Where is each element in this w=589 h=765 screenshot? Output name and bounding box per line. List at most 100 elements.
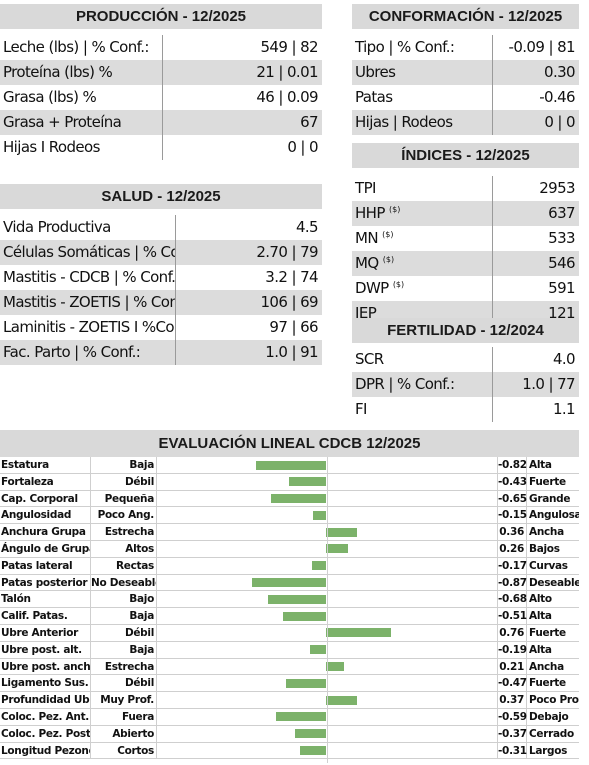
conformacion-row-label-text: Patas <box>355 88 393 106</box>
trait-bar <box>286 678 326 688</box>
produccion-row-label-text: Leche (lbs) | % Conf.: <box>3 38 149 56</box>
indices-row: TPI 2953 <box>352 176 579 201</box>
indices-row: HHP ($) 637 <box>352 201 579 226</box>
fertilidad-row-label: DPR | % Conf.: <box>352 372 493 397</box>
produccion-row-label: Grasa + Proteína <box>0 110 163 135</box>
trait-high-label: Cerrado <box>529 727 574 740</box>
salud-row: Vida Productiva 4.5 <box>0 215 322 240</box>
trait-high-label: Alta <box>529 610 552 623</box>
salud-row-label-text: Laminitis - ZOETIS I %Conf.: <box>3 318 176 336</box>
trait-value: 0.26 <box>498 540 527 557</box>
indices-row-label-text: TPI <box>355 179 376 197</box>
salud-row-label-text: Fac. Parto | % Conf.: <box>3 343 141 361</box>
trait-bar-cell <box>157 675 498 692</box>
indices-row-value: 2953 <box>539 179 575 197</box>
salud-row-label-text: Mastitis - CDCB | % Conf.: <box>3 268 176 286</box>
produccion-row-label: Proteína (lbs) % <box>0 60 163 85</box>
fertilidad-row-label-text: FI <box>355 400 367 418</box>
salud-row-value: 97 | 66 <box>269 318 318 336</box>
trait-bar <box>270 494 326 504</box>
conformacion-row: Hijas | Rodeos 0 | 0 <box>352 110 579 135</box>
trait-bar-cell <box>157 524 498 540</box>
salud-row: Mastitis - CDCB | % Conf.: 3.2 | 74 <box>0 265 322 290</box>
fertilidad-rows: SCR 4.0 DPR | % Conf.: 1.0 | 77 FI 1.1 <box>352 347 579 422</box>
indices-row-label-text: DWP <box>355 279 389 297</box>
salud-row-label: Vida Productiva <box>0 215 176 240</box>
salud-row-value: 4.5 <box>295 218 319 236</box>
indices-row-label: TPI <box>352 176 493 201</box>
trait-bar <box>311 561 326 571</box>
trait-value: -0.19 <box>498 641 527 658</box>
produccion-row-label-text: Proteína (lbs) % <box>3 63 113 81</box>
conformacion-row-label: Tipo | % Conf.: <box>352 35 493 60</box>
trait-name: Calif. Patas. <box>0 608 91 624</box>
trait-name: Ubre Anterior <box>0 624 91 641</box>
trait-value: -0.82 <box>498 457 527 473</box>
trait-low-label: Altos <box>91 540 157 557</box>
fertilidad-row: DPR | % Conf.: 1.0 | 77 <box>352 372 579 397</box>
trait-high-label: Alto <box>529 593 552 606</box>
trait-high-label: Bajos <box>529 542 560 555</box>
trait-bar <box>294 729 326 739</box>
trait-name: Ubre post. alt. <box>0 641 91 658</box>
salud-rows: Vida Productiva 4.5 Células Somáticas | % … <box>0 215 322 365</box>
trait-low-label: Bajo <box>91 591 157 608</box>
evaluacion-row: Cap. Corporal Pequeña -0.65 Grande <box>0 490 579 508</box>
trait-high-label: Fuerte <box>529 626 566 639</box>
trait-bar-cell <box>157 490 498 507</box>
evaluacion-row: Angulosidad Poco Ang. -0.15 Angulosa <box>0 507 579 525</box>
salud-row: Laminitis - ZOETIS I %Conf.: 97 | 66 <box>0 315 322 340</box>
evaluacion-row: Ubre post. anch. Estrecha 0.21 Ancha <box>0 658 579 676</box>
produccion-row: Grasa + Proteína 67 <box>0 110 322 135</box>
trait-low-label: Fuera <box>91 708 157 725</box>
trait-bar-cell <box>157 540 498 557</box>
conformacion-title: CONFORMACIÓN - 12/2025 <box>352 4 579 29</box>
produccion-row-label-text: Hijas I Rodeos <box>3 138 100 156</box>
evaluacion-center-axis <box>327 457 328 763</box>
fertilidad-row-value: 1.0 | 77 <box>522 375 575 393</box>
produccion-row: Grasa (lbs) % 46 | 0.09 <box>0 85 322 110</box>
trait-high-label: Ancha <box>529 660 564 673</box>
trait-value: -0.31 <box>498 742 527 759</box>
trait-value: -0.65 <box>498 490 527 507</box>
salud-row: Fac. Parto | % Conf.: 1.0 | 91 <box>0 340 322 365</box>
trait-bar-cell <box>157 608 498 624</box>
trait-high-label: Fuerte <box>529 677 566 690</box>
trait-bar-cell <box>157 557 498 574</box>
evaluacion-rows: Estatura Baja -0.82 Alta Fortaleza Débil -0.43… <box>0 457 579 760</box>
trait-bar-cell <box>157 591 498 608</box>
salud-row-label-text: Vida Productiva <box>3 218 111 236</box>
indices-row-label: HHP ($) <box>352 201 493 226</box>
conformacion-row-value: -0.09 | 81 <box>508 38 576 56</box>
trait-name: Profundidad Ubre <box>1 692 91 708</box>
produccion-rows: Leche (lbs) | % Conf.: 549 | 82 Proteína (… <box>0 35 322 160</box>
indices-row-label-text: IEP <box>355 304 377 322</box>
produccion-row: Proteína (lbs) % 21 | 0.01 <box>0 60 322 85</box>
salud-row-label: Células Somáticas | % Conf.: <box>0 240 176 265</box>
trait-bar <box>313 510 326 520</box>
salud-row-value: 106 | 69 <box>260 293 318 311</box>
trait-low-label: Poco Ang. <box>91 507 157 524</box>
conformacion-row-value: 0.30 <box>544 63 576 81</box>
produccion-row-label: Grasa (lbs) % <box>0 85 163 110</box>
trait-value: -0.47 <box>498 675 527 692</box>
trait-name: Anchura Grupa <box>0 524 91 540</box>
trait-name: Ángulo de Grupa <box>1 540 91 557</box>
trait-bar-cell <box>157 692 498 708</box>
produccion-row-value: 21 | 0.01 <box>256 63 318 81</box>
evaluacion-lineal-panel: EVALUACIÓN LINEAL CDCB 12/2025 Estatura B… <box>0 430 579 760</box>
trait-value: -0.59 <box>498 708 527 725</box>
indices-row: MQ ($) 546 <box>352 251 579 276</box>
trait-low-label: No Deseable <box>91 574 157 591</box>
fertilidad-row-label-text: DPR | % Conf.: <box>355 375 455 393</box>
evaluacion-row: Patas lateral Rectas -0.17 Curvas <box>0 557 579 575</box>
produccion-row-value: 549 | 82 <box>260 38 318 56</box>
trait-name: Patas posterior <box>0 574 91 591</box>
fertilidad-row-label: FI <box>352 397 493 422</box>
trait-name: Estatura <box>0 457 91 473</box>
trait-high-label: Alta <box>529 643 552 656</box>
trait-value: -0.68 <box>498 591 527 608</box>
evaluacion-row: Ubre post. alt. Baja -0.19 Alta <box>0 641 579 659</box>
